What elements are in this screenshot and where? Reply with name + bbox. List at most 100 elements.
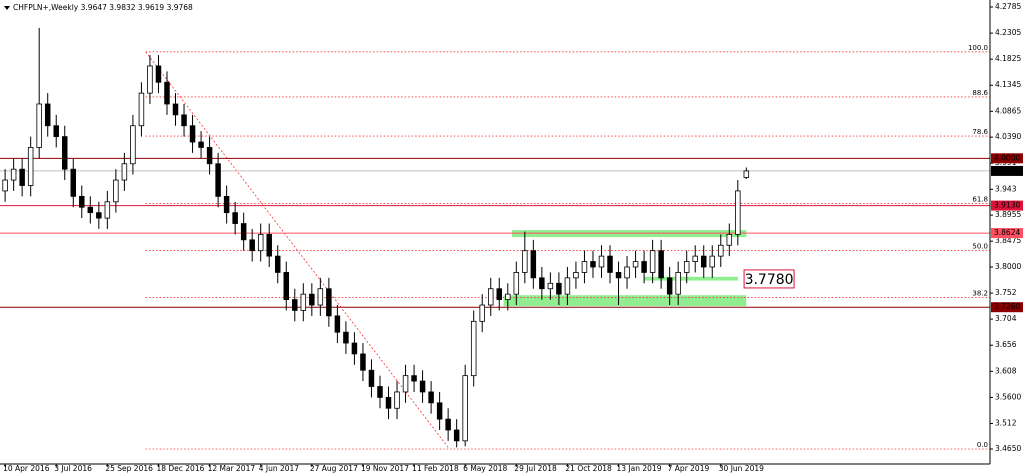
candle-body (675, 272, 681, 295)
candle-body (249, 239, 255, 252)
candle-body (607, 255, 613, 273)
y-tick-label: 3.704 (995, 314, 1017, 323)
y-tick-label: 4.0390 (995, 132, 1021, 141)
x-tick-label: 30 Jun 2019 (719, 464, 764, 473)
candle-body (113, 179, 119, 203)
x-tick-label: 19 Nov 2017 (361, 464, 409, 473)
price-tag-label: 3.8624 (994, 228, 1020, 237)
annotation-label: 3.7780 (745, 272, 794, 288)
close-value: 3.9768 (167, 3, 193, 12)
y-tick-label: 3.8955 (995, 210, 1021, 219)
candle-body (292, 299, 298, 311)
candle-body (436, 402, 443, 420)
candle-body (624, 266, 630, 279)
candle-body (79, 195, 85, 208)
candle-body (726, 233, 733, 246)
candle-body (206, 147, 213, 165)
y-tick-label: 4.0865 (995, 106, 1021, 115)
candle-body (351, 342, 358, 355)
candle-body (530, 250, 537, 279)
candle-body (632, 261, 639, 268)
price-tag (991, 200, 1023, 211)
y-tick-label: 4.1825 (995, 54, 1021, 63)
x-tick-label: 13 Jan 2019 (617, 464, 662, 473)
x-tick-label: 11 Feb 2018 (412, 464, 459, 473)
price-tag-label: 3.9768 (994, 166, 1020, 175)
candle-body (709, 255, 715, 268)
candle-body (615, 272, 622, 279)
candle-body (598, 255, 605, 268)
annotation-box (743, 269, 795, 289)
candle-body (215, 163, 221, 197)
y-tick-label: 4.2785 (995, 2, 1021, 11)
candle-body (10, 168, 17, 181)
price-tag (991, 228, 1023, 239)
chart-header: CHFPLN+,Weekly 3.9647 3.9832 3.9619 3.97… (13, 3, 193, 12)
candle-body (223, 195, 230, 214)
y-tick-label: 3.512 (995, 418, 1017, 427)
candle-body (104, 201, 111, 219)
fib-label: 50.0 (972, 242, 988, 250)
candle-body (172, 103, 179, 116)
candle-body (257, 233, 264, 252)
fib-label: 88.6 (972, 89, 988, 97)
y-tick-label: 3.656 (995, 340, 1017, 349)
candle-body (683, 261, 690, 273)
low-value: 3.9619 (138, 3, 164, 12)
candle-body (317, 288, 324, 306)
x-tick-label: 29 Jul 2018 (514, 464, 557, 473)
x-tick-label: 3 Jul 2016 (54, 464, 92, 473)
candle-body (445, 418, 451, 431)
high-value: 3.9832 (109, 3, 135, 12)
candle-body (658, 250, 664, 279)
y-tick-label: 3.608 (995, 366, 1017, 375)
x-tick-label: 25 Sep 2016 (105, 464, 153, 473)
price-tag-label: 3.9130 (994, 201, 1020, 210)
y-tick-label: 4.1345 (995, 80, 1021, 89)
candle-body (130, 125, 136, 165)
price-tag (991, 165, 1023, 176)
open-value: 3.9647 (81, 3, 107, 12)
candle-body (266, 233, 272, 257)
candle-body (70, 168, 77, 197)
candle-body (326, 288, 332, 317)
candle-body (394, 391, 400, 409)
candle-body (479, 304, 485, 322)
fib-label: 100.0 (968, 44, 988, 52)
candle-body (368, 369, 375, 387)
candle-body (385, 396, 392, 409)
x-tick-label: 12 Mar 2017 (208, 464, 256, 473)
trend-line (145, 51, 449, 448)
y-tick-label: 3.5600 (995, 392, 1021, 401)
candle-body (428, 391, 434, 404)
candle-body (743, 170, 750, 178)
candle-body (505, 293, 511, 300)
candle-body (590, 261, 596, 268)
candle-body (334, 315, 341, 333)
candle-body (641, 261, 647, 273)
candle-body (487, 288, 494, 306)
support-zone (644, 276, 738, 281)
candle-body (573, 272, 579, 279)
candle-body (36, 103, 42, 148)
candle-body (155, 65, 162, 83)
candle-body (402, 375, 409, 393)
candle-body (377, 386, 383, 398)
candle-body (649, 250, 656, 273)
candle-body (232, 212, 238, 224)
candle-body (513, 272, 520, 295)
candle-body (138, 92, 145, 127)
candle-body (275, 255, 281, 273)
y-tick-label: 3.8000 (995, 262, 1021, 271)
x-tick-label: 6 May 2018 (463, 464, 507, 473)
candle-body (27, 147, 34, 186)
candle-body (309, 293, 315, 306)
y-tick-label: 3.752 (995, 288, 1017, 297)
candle-body (419, 380, 426, 393)
candle-body (121, 163, 128, 181)
price-tag-label: 3.7260 (994, 302, 1020, 311)
candle-body (87, 206, 94, 214)
x-tick-label: 4 Jun 2017 (259, 464, 300, 473)
candle-body (700, 255, 707, 268)
